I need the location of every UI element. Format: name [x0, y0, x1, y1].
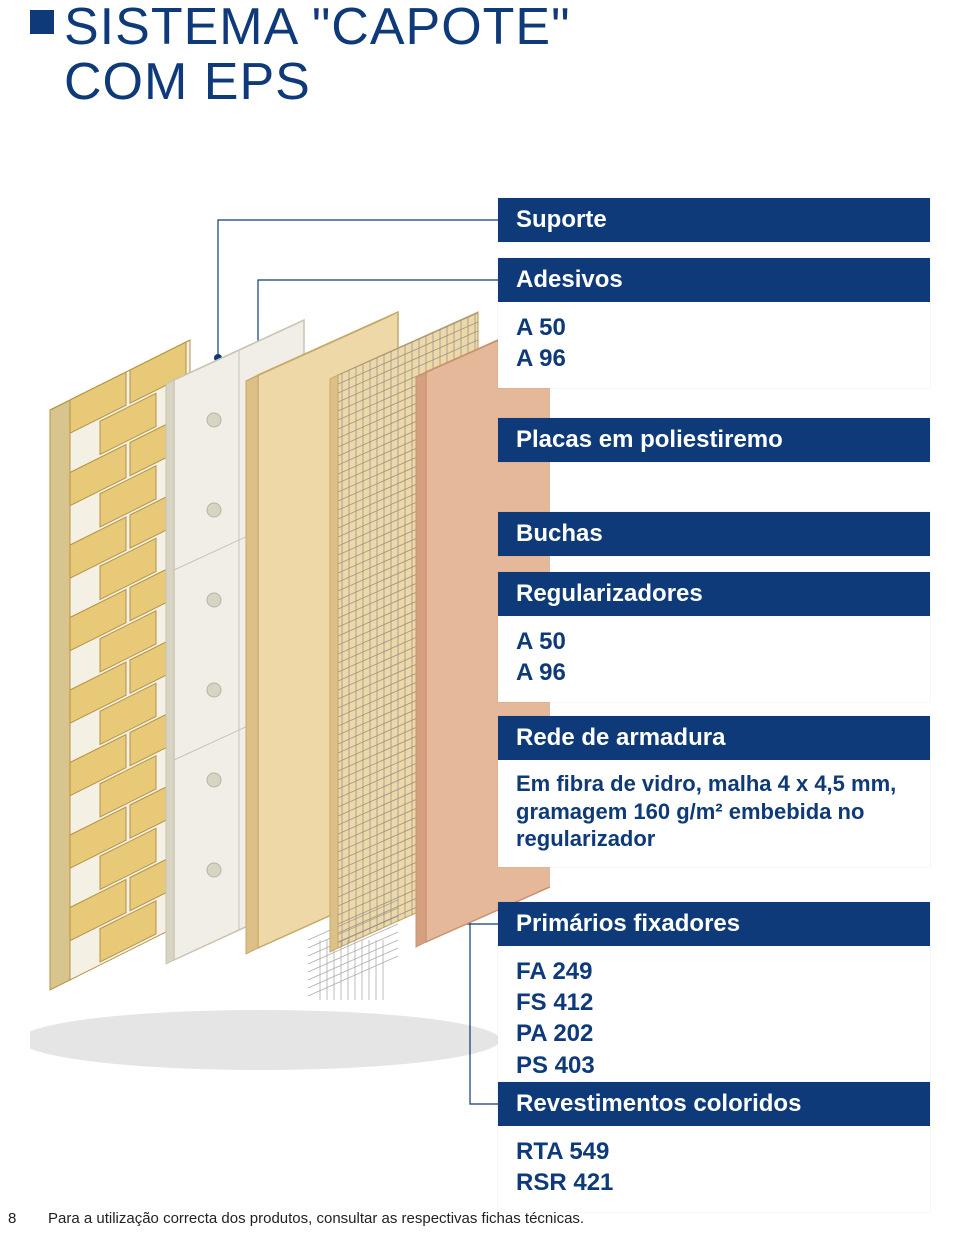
- card-header-adesivos: Adesivos: [498, 258, 930, 302]
- card-adesivos: AdesivosA 50A 96: [498, 258, 930, 388]
- card-regularizadores: RegularizadoresA 50A 96: [498, 572, 930, 702]
- card-line: FS 412: [516, 987, 912, 1018]
- card-body-revestimentos: RTA 549RSR 421: [498, 1126, 930, 1212]
- title-bullet-icon: [30, 10, 54, 34]
- card-line: A 50: [516, 626, 912, 657]
- card-placas: Placas em poliestiremo: [498, 418, 930, 462]
- card-line: RTA 549: [516, 1136, 912, 1167]
- card-line: A 50: [516, 312, 912, 343]
- card-header-rede: Rede de armadura: [498, 716, 930, 760]
- card-header-placas: Placas em poliestiremo: [498, 418, 930, 462]
- card-revestimentos: Revestimentos coloridosRTA 549RSR 421: [498, 1082, 930, 1212]
- card-header-primarios: Primários fixadores: [498, 902, 930, 946]
- card-buchas: Buchas: [498, 512, 930, 556]
- footer-note: Para a utilização correcta dos produtos,…: [48, 1210, 584, 1227]
- card-header-buchas: Buchas: [498, 512, 930, 556]
- card-header-regularizadores: Regularizadores: [498, 572, 930, 616]
- card-line: A 96: [516, 657, 912, 688]
- card-body-primarios: FA 249FS 412PA 202PS 403: [498, 946, 930, 1095]
- card-primarios: Primários fixadoresFA 249FS 412PA 202PS …: [498, 902, 930, 1095]
- card-header-revestimentos: Revestimentos coloridos: [498, 1082, 930, 1126]
- card-desc-rede: Em fibra de vidro, malha 4 x 4,5 mm, gra…: [498, 760, 930, 867]
- title-line1: SISTEMA "CAPOTE": [64, 0, 571, 56]
- card-line: FA 249: [516, 956, 912, 987]
- page: SISTEMA "CAPOTE" COM EPS: [0, 0, 960, 1251]
- page-title-block: SISTEMA "CAPOTE" COM EPS: [64, 0, 571, 109]
- card-body-adesivos: A 50A 96: [498, 302, 930, 388]
- card-body-regularizadores: A 50A 96: [498, 616, 930, 702]
- card-line: A 96: [516, 343, 912, 374]
- exploded-diagram: [30, 280, 550, 1060]
- card-line: PA 202: [516, 1018, 912, 1049]
- card-suporte: Suporte: [498, 198, 930, 242]
- title-line2: COM EPS: [64, 53, 311, 111]
- card-rede: Rede de armaduraEm fibra de vidro, malha…: [498, 716, 930, 867]
- page-number: 8: [8, 1210, 16, 1227]
- card-line: PS 403: [516, 1050, 912, 1081]
- card-line: RSR 421: [516, 1167, 912, 1198]
- card-header-suporte: Suporte: [498, 198, 930, 242]
